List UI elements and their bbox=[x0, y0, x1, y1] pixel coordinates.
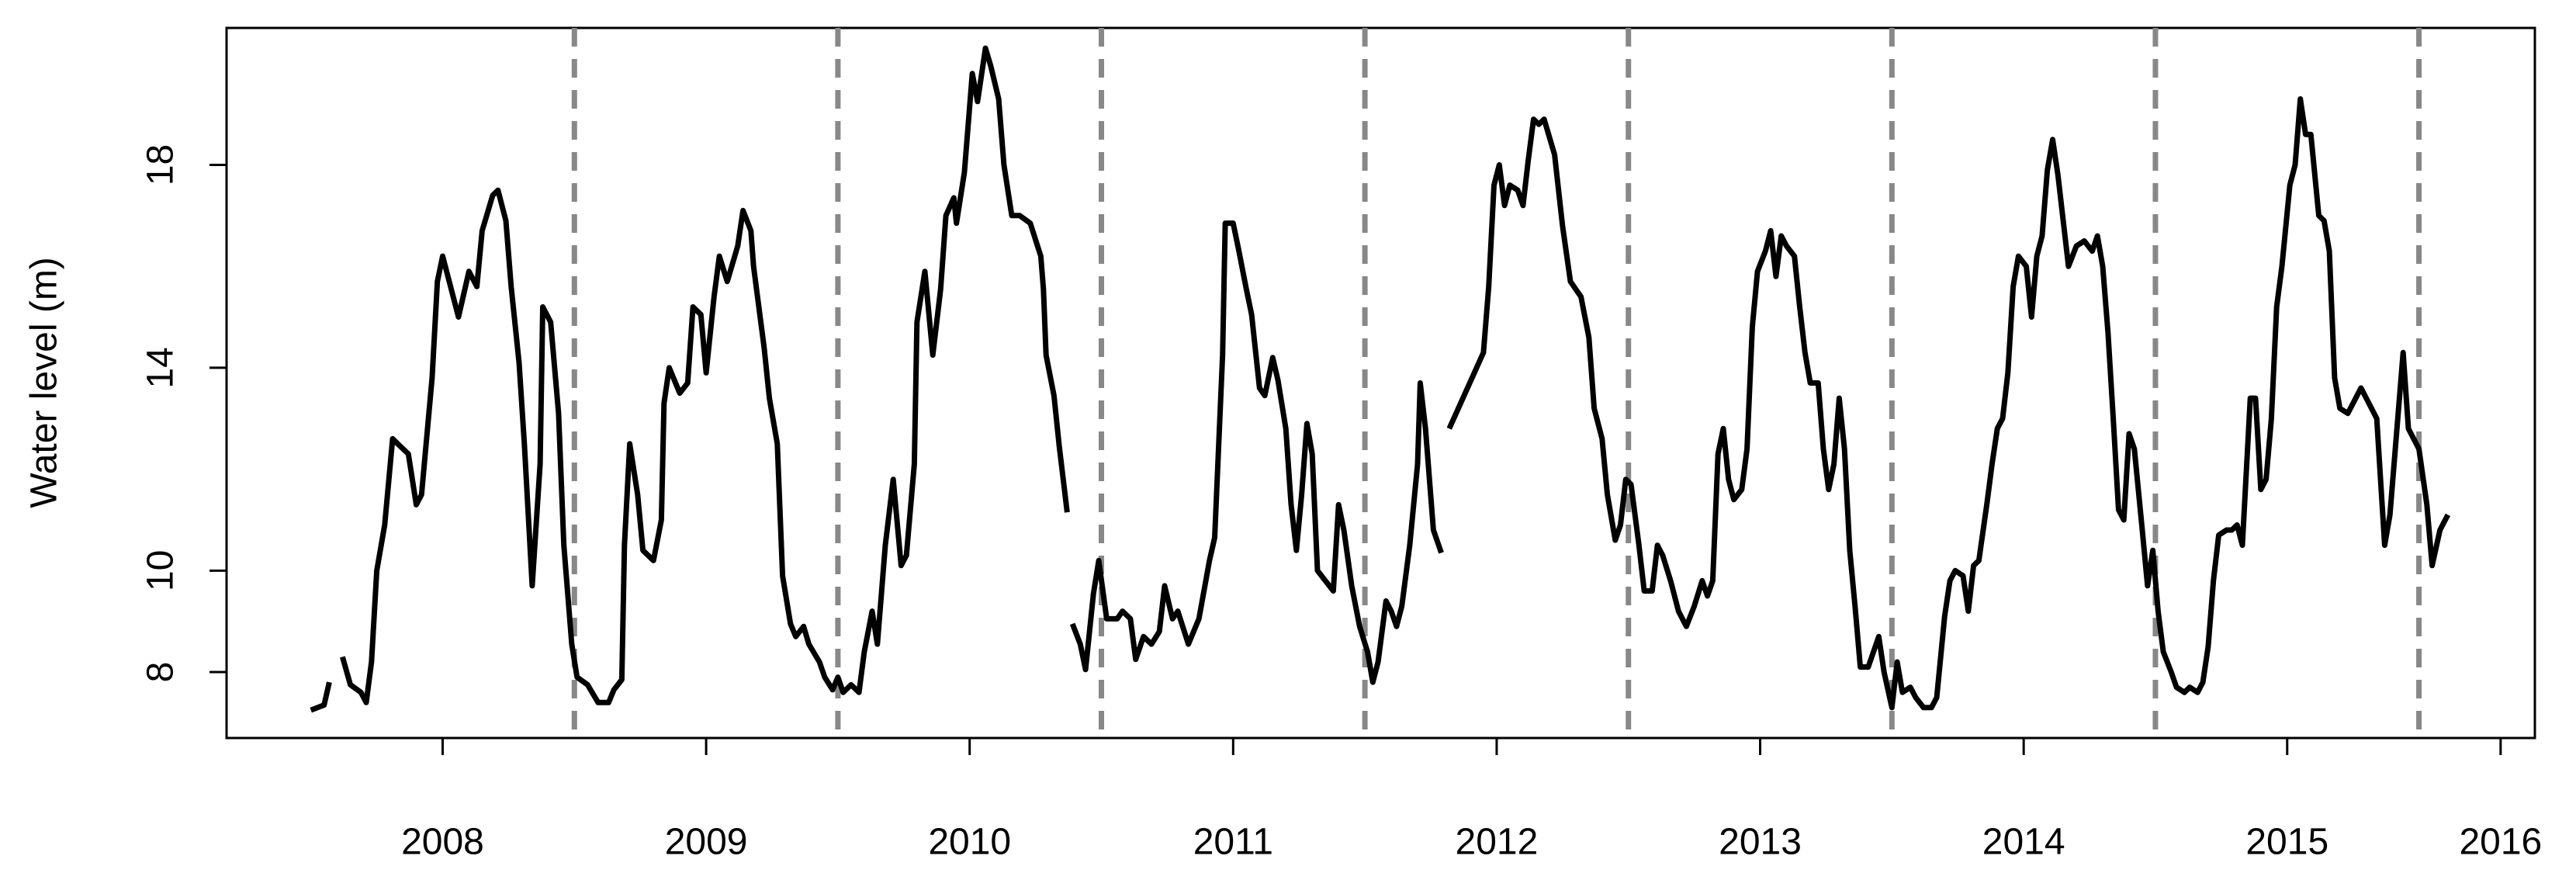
x-tick-label: 2016 bbox=[2459, 822, 2542, 863]
y-tick-label: 18 bbox=[140, 144, 182, 185]
x-tick-label: 2009 bbox=[665, 822, 748, 863]
y-axis-label: Water level (m) bbox=[24, 257, 65, 508]
x-tick-label: 2013 bbox=[1719, 822, 1802, 863]
x-tick-label: 2011 bbox=[1193, 822, 1273, 863]
y-tick-label: 8 bbox=[140, 662, 182, 683]
x-tick-label: 2012 bbox=[1456, 822, 1539, 863]
x-tick-label: 2014 bbox=[1982, 822, 2065, 863]
y-tick-label: 10 bbox=[140, 550, 182, 591]
x-tick-label: 2015 bbox=[2245, 822, 2328, 863]
water-level-line bbox=[310, 45, 2451, 713]
x-tick-label: 2008 bbox=[401, 822, 484, 863]
y-tick-label: 14 bbox=[140, 347, 182, 388]
x-tick-label: 2010 bbox=[928, 822, 1011, 863]
